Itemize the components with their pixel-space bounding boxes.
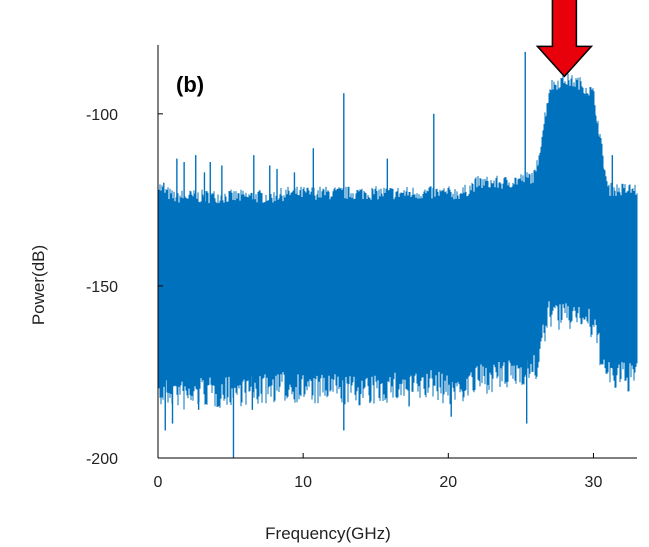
x-tick-label: 30 xyxy=(585,474,603,491)
spectrum-noise xyxy=(157,73,638,411)
x-tick-label: 0 xyxy=(154,474,163,491)
y-tick-label: -100 xyxy=(86,107,118,124)
x-axis-label: Frequency(GHz) xyxy=(265,524,391,543)
y-tick-label: -200 xyxy=(86,451,118,468)
panel-label: (b) xyxy=(176,72,204,97)
red-arrow-shape xyxy=(535,0,594,78)
axis-ticks: 0 10 20 30 -100 -150 -200 xyxy=(86,107,602,491)
x-tick-label: 10 xyxy=(294,474,312,491)
x-tick-label: 20 xyxy=(439,474,457,491)
red-arrow-annotation xyxy=(535,0,594,78)
y-axis-label: Power(dB) xyxy=(29,245,48,325)
y-tick-label: -150 xyxy=(86,279,118,296)
plot-area xyxy=(157,51,638,458)
